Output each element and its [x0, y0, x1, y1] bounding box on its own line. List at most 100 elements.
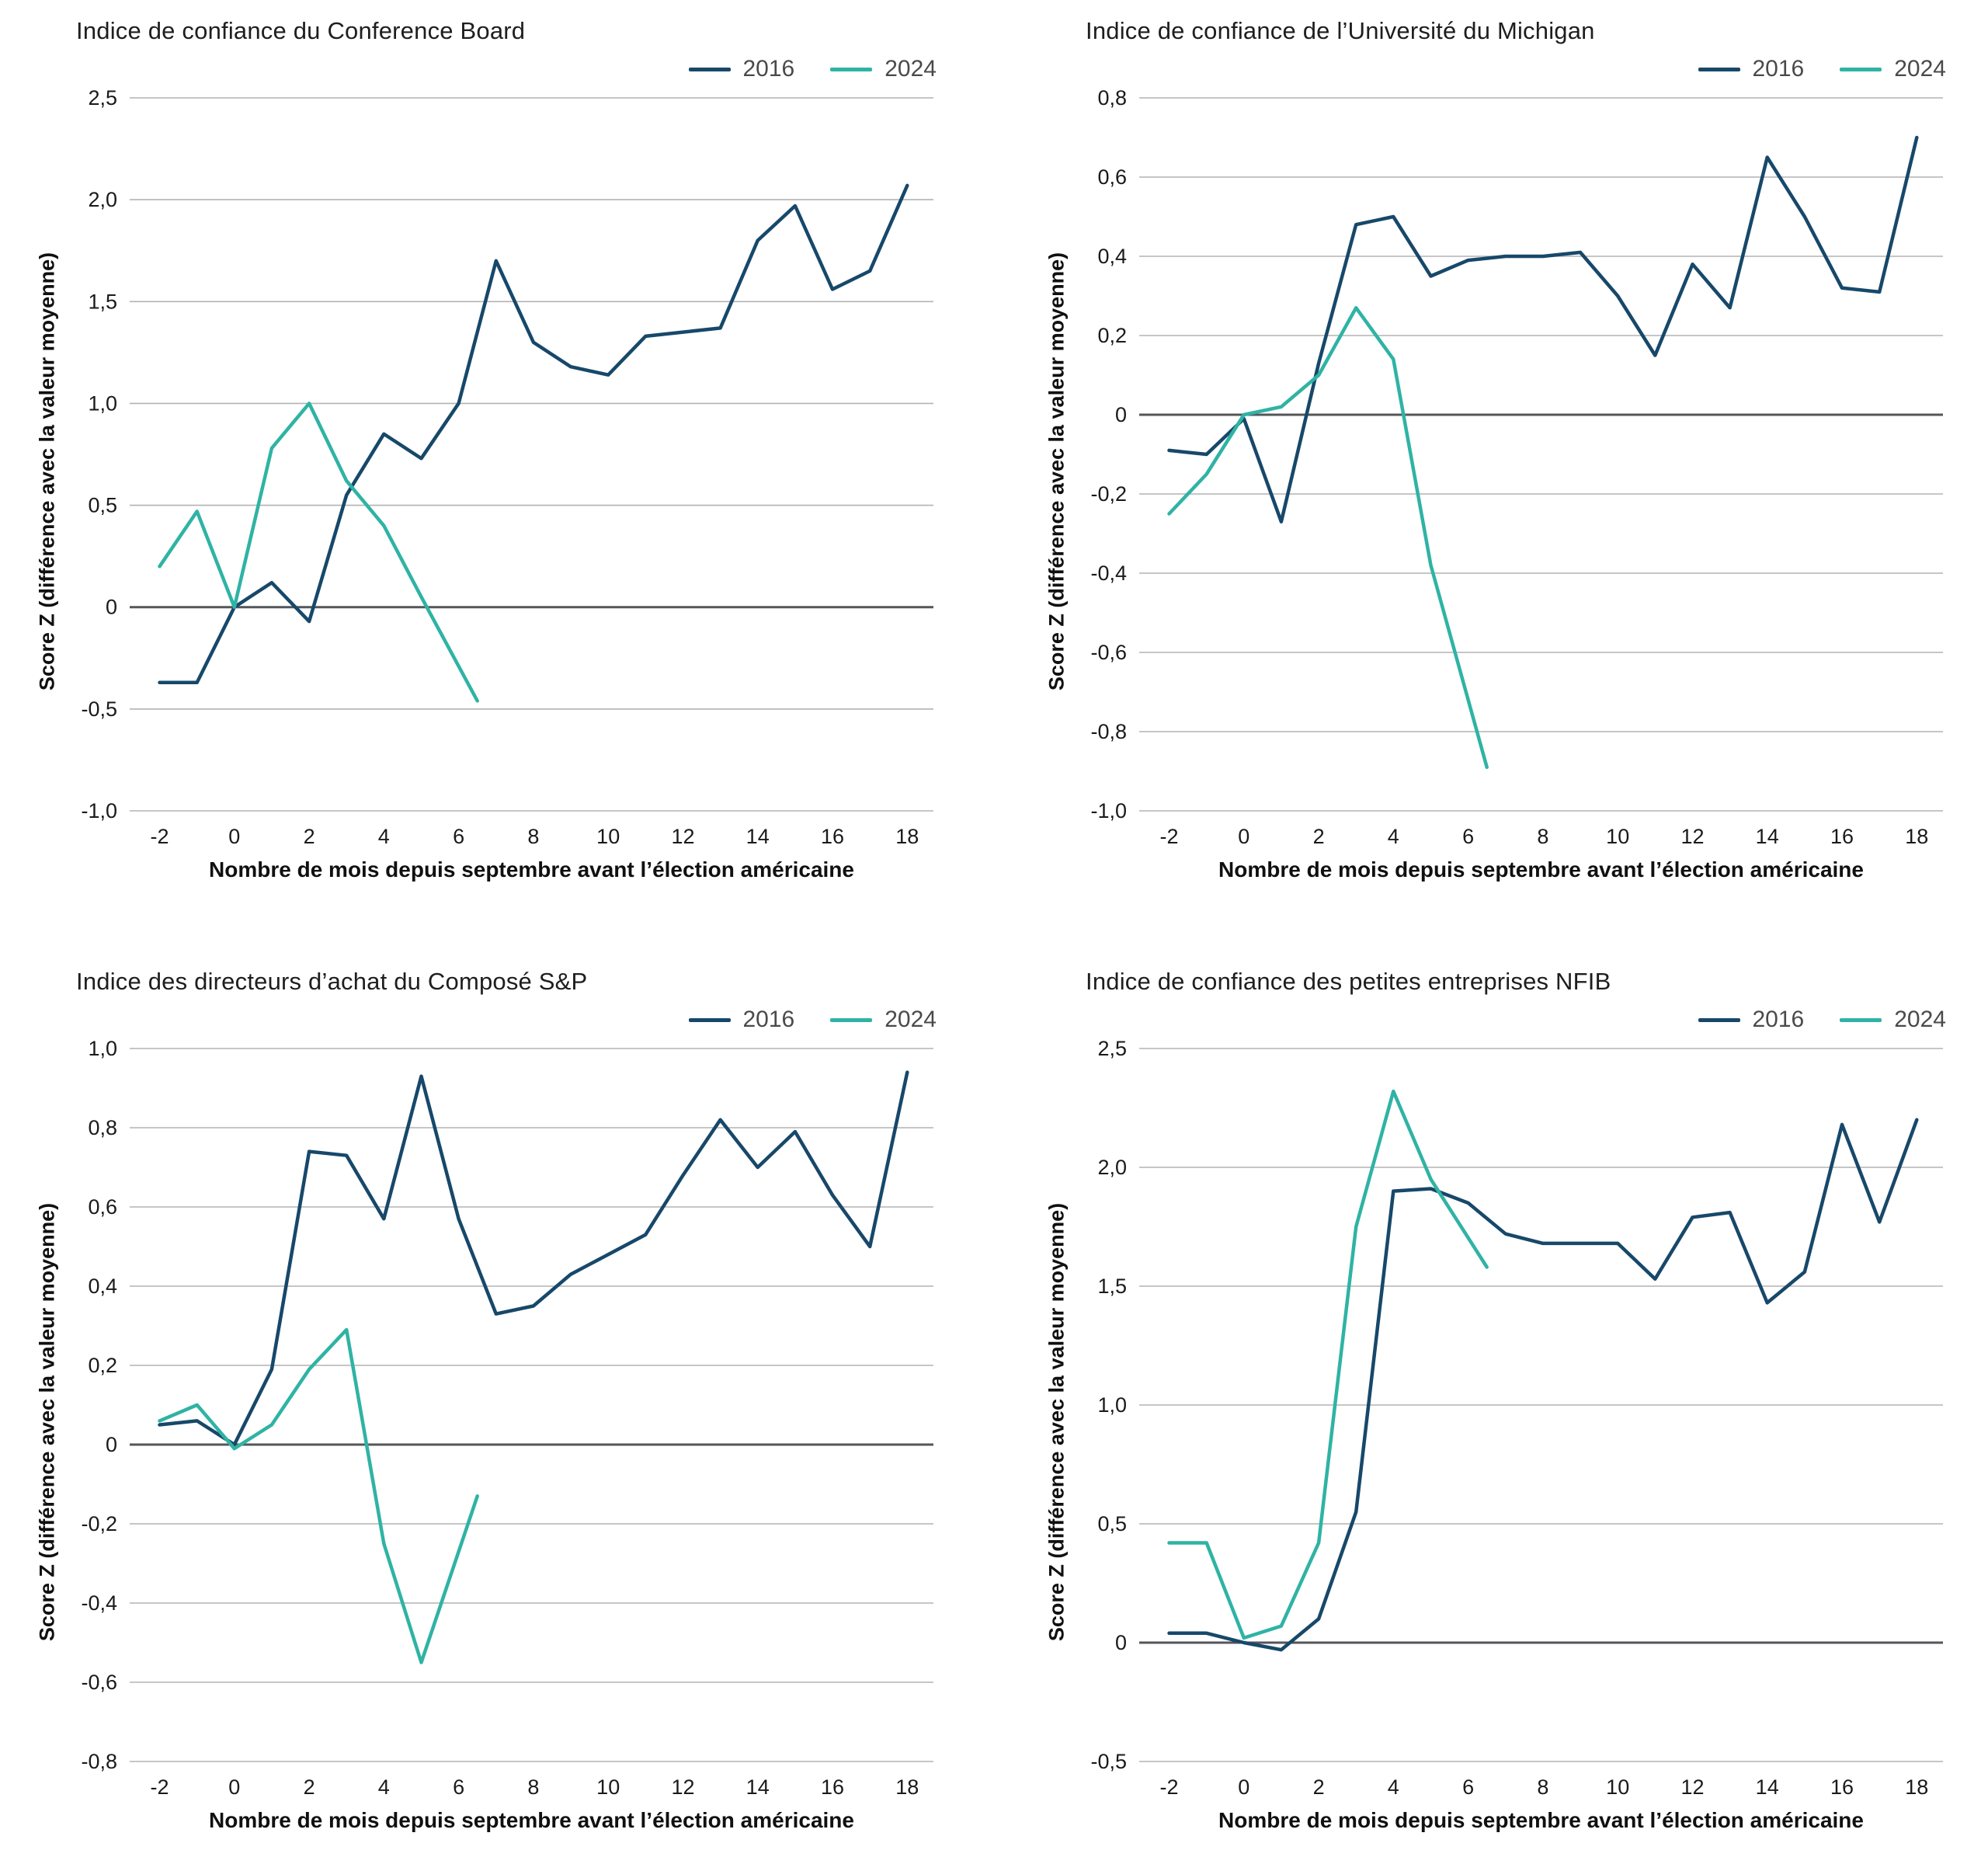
svg-text:18: 18	[895, 1775, 919, 1799]
y-axis-label: Score Z (différence avec la valeur moyen…	[1044, 1202, 1069, 1642]
legend-item-2016: 2016	[688, 1007, 795, 1033]
svg-text:0: 0	[1115, 1631, 1127, 1654]
svg-text:0: 0	[1115, 403, 1127, 426]
svg-text:0,4: 0,4	[88, 1275, 117, 1298]
chart-title: Indice des directeurs d’achat du Composé…	[76, 968, 588, 995]
svg-text:0,2: 0,2	[1097, 324, 1127, 347]
legend-line-2024-icon	[830, 1017, 873, 1022]
svg-text:2,5: 2,5	[88, 87, 117, 110]
svg-text:18: 18	[1905, 1775, 1928, 1799]
svg-text:8: 8	[527, 1775, 539, 1799]
svg-text:-2: -2	[1159, 1775, 1178, 1799]
svg-text:2: 2	[304, 825, 315, 848]
legend: 2016 2024	[1698, 1007, 1946, 1033]
svg-text:0,4: 0,4	[1097, 245, 1127, 268]
y-axis-label: Score Z (différence avec la valeur moyen…	[35, 1202, 59, 1642]
legend: 2016 2024	[688, 56, 937, 82]
svg-text:6: 6	[453, 1775, 464, 1799]
svg-text:10: 10	[596, 825, 620, 848]
svg-text:4: 4	[378, 1775, 390, 1799]
y-axis-label: Score Z (différence avec la valeur moyen…	[35, 252, 59, 691]
y-axis-label: Score Z (différence avec la valeur moyen…	[1044, 252, 1069, 691]
svg-text:16: 16	[1830, 1775, 1854, 1799]
svg-text:-0,4: -0,4	[81, 1591, 117, 1615]
svg-text:0,8: 0,8	[88, 1116, 117, 1139]
svg-text:0: 0	[106, 1433, 117, 1456]
svg-text:16: 16	[821, 825, 844, 848]
chart-sp-composite-pmi: Indice des directeurs d’achat du Composé…	[31, 968, 947, 1833]
svg-text:4: 4	[378, 825, 390, 848]
legend-label-2024: 2024	[1894, 1007, 1946, 1032]
svg-text:-0,5: -0,5	[81, 697, 117, 721]
legend: 2016 2024	[688, 1007, 937, 1033]
svg-text:-0,2: -0,2	[1090, 482, 1127, 506]
plot-area: 2,5 2,0 1,5 1,0 0,5 0 -0,5 -2 0 2 4 6 8 10 12 14 16 18	[1073, 1037, 1957, 1807]
svg-text:2: 2	[1313, 825, 1325, 848]
svg-text:-2: -2	[150, 1775, 169, 1799]
svg-text:8: 8	[1537, 825, 1548, 848]
legend-label-2016: 2016	[742, 56, 795, 82]
svg-text:10: 10	[1606, 1775, 1629, 1799]
plot-row: Score Z (différence avec la valeur moyen…	[1041, 1037, 1957, 1807]
legend: 2016 2024	[1698, 56, 1946, 82]
svg-text:14: 14	[1756, 1775, 1779, 1799]
line-chart-svg: 2,5 2,0 1,5 1,0 0,5 0 -0,5 -1,0 -2 0 2 4 6 8 10 12 14 16 1…	[81, 86, 933, 848]
chart-michigan: Indice de confiance de l’Université du M…	[1041, 17, 1957, 882]
line-chart-svg: 1,0 0,8 0,6 0,4 0,2 0 -0,2 -0,4 -0,6 -0,8 -2 0 2 4 6 8 1…	[81, 1037, 933, 1799]
line-chart-svg: 0,8 0,6 0,4 0,2 0 -0,2 -0,4 -0,6 -0,8 -1,0 -2 0 2 4 6 8…	[1090, 86, 1943, 848]
chart-header: Indice des directeurs d’achat du Composé…	[31, 968, 947, 1038]
legend-label-2016: 2016	[742, 1007, 795, 1032]
chart-nfib: Indice de confiance des petites entrepri…	[1041, 968, 1957, 1833]
chart-title: Indice de confiance de l’Université du M…	[1086, 17, 1595, 44]
svg-text:16: 16	[1830, 825, 1854, 848]
svg-text:8: 8	[1537, 1775, 1548, 1799]
svg-text:12: 12	[671, 825, 694, 848]
legend-item-2016: 2016	[688, 56, 795, 82]
svg-text:12: 12	[1680, 1775, 1704, 1799]
svg-text:2: 2	[304, 1775, 315, 1799]
svg-text:12: 12	[1680, 825, 1704, 848]
svg-text:0,6: 0,6	[88, 1195, 117, 1219]
legend-label-2016: 2016	[1752, 1007, 1805, 1032]
svg-text:0,5: 0,5	[1097, 1512, 1127, 1535]
legend-item-2024: 2024	[830, 1007, 937, 1033]
svg-text:6: 6	[1462, 825, 1474, 848]
legend-item-2024: 2024	[1840, 56, 1946, 82]
svg-text:4: 4	[1388, 825, 1399, 848]
svg-text:16: 16	[821, 1775, 844, 1799]
legend-line-2016-icon	[688, 1017, 731, 1022]
legend-item-2016: 2016	[1698, 1007, 1805, 1033]
legend-label-2024: 2024	[885, 1007, 937, 1032]
legend-label-2024: 2024	[1894, 56, 1946, 82]
chart-header: Indice de confiance de l’Université du M…	[1041, 17, 1957, 87]
svg-text:1,0: 1,0	[1097, 1393, 1127, 1417]
svg-text:1,0: 1,0	[88, 391, 117, 415]
svg-text:1,5: 1,5	[1097, 1275, 1127, 1298]
plot-area: 0,8 0,6 0,4 0,2 0 -0,2 -0,4 -0,6 -0,8 -1,0 -2 0 2 4 6 8…	[1073, 86, 1957, 856]
svg-text:-0,4: -0,4	[1090, 562, 1127, 585]
legend-line-2024-icon	[1840, 1017, 1882, 1022]
legend-line-2016-icon	[1698, 1017, 1740, 1022]
chart-header: Indice de confiance du Conference Board …	[31, 17, 947, 87]
svg-text:6: 6	[453, 825, 464, 848]
legend-line-2016-icon	[688, 67, 731, 71]
chart-conference-board: Indice de confiance du Conference Board …	[31, 17, 947, 882]
svg-text:10: 10	[1606, 825, 1629, 848]
svg-text:2,5: 2,5	[1097, 1038, 1127, 1060]
svg-text:4: 4	[1388, 1775, 1399, 1799]
svg-text:2,0: 2,0	[1097, 1156, 1127, 1179]
legend-line-2024-icon	[830, 67, 873, 71]
svg-text:-2: -2	[1159, 825, 1178, 848]
svg-text:-0,8: -0,8	[81, 1750, 117, 1773]
x-axis-label: Nombre de mois depuis septembre avant l’…	[209, 857, 854, 882]
svg-text:10: 10	[596, 1775, 620, 1799]
svg-text:-0,8: -0,8	[1090, 720, 1127, 743]
svg-text:12: 12	[671, 1775, 694, 1799]
svg-text:2,0: 2,0	[88, 188, 117, 211]
svg-text:-2: -2	[150, 825, 169, 848]
legend-item-2024: 2024	[1840, 1007, 1946, 1033]
svg-text:14: 14	[746, 825, 770, 848]
svg-text:2: 2	[1313, 1775, 1325, 1799]
plot-area: 1,0 0,8 0,6 0,4 0,2 0 -0,2 -0,4 -0,6 -0,8 -2 0 2 4 6 8 1…	[64, 1037, 947, 1807]
